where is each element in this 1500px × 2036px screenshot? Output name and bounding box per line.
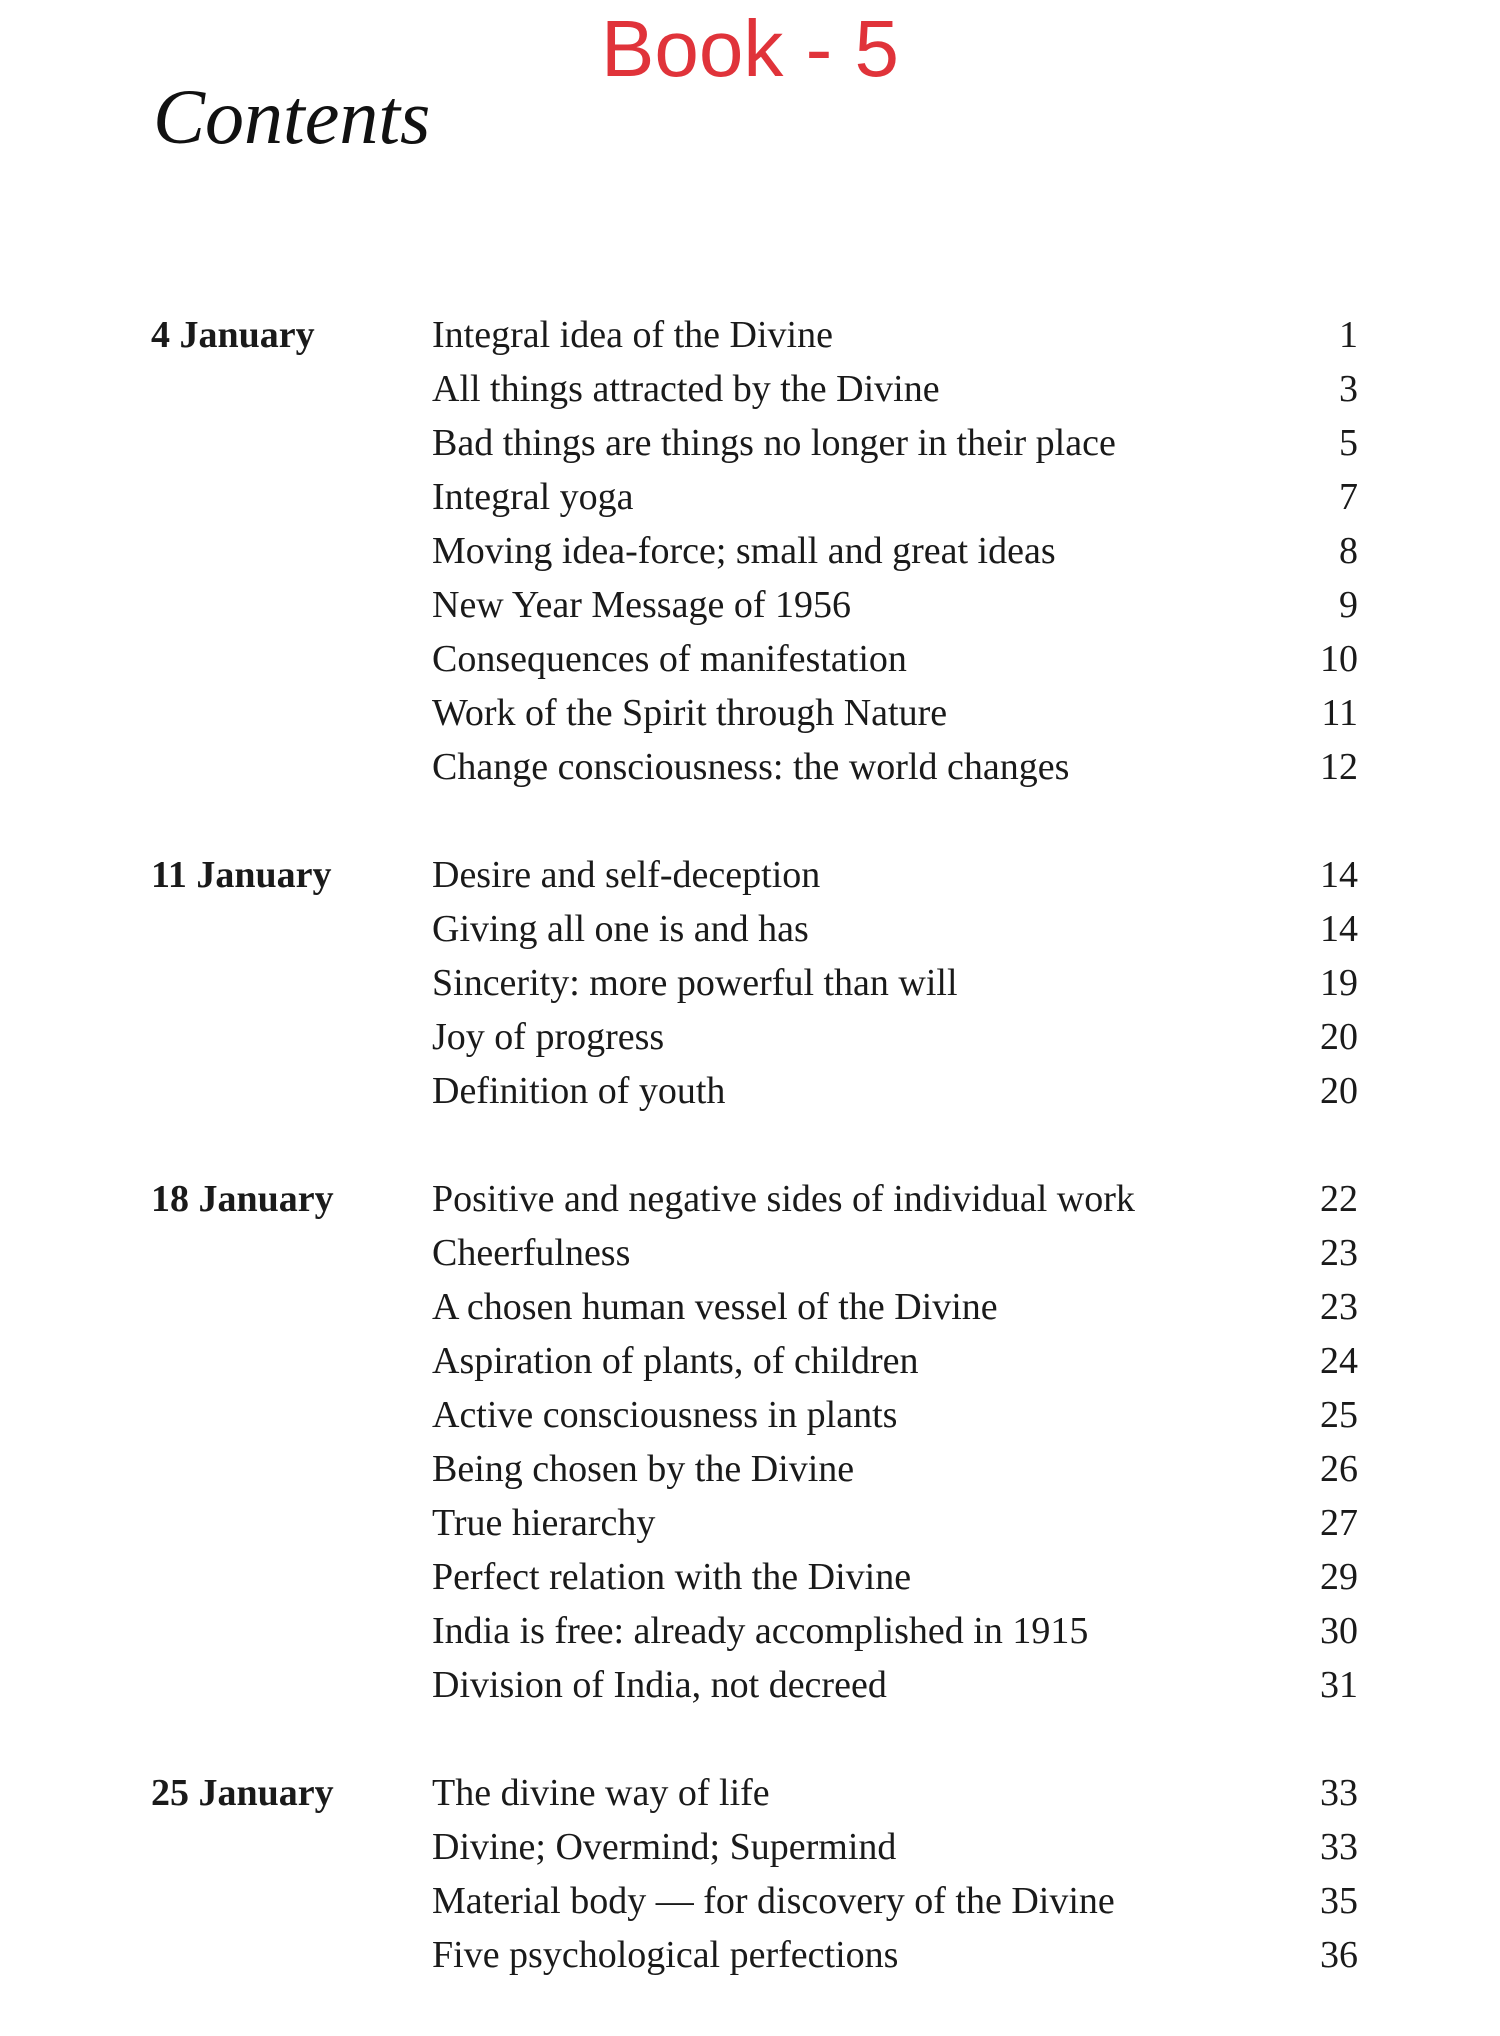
toc-entry: Being chosen by the Divine 26 bbox=[0, 1442, 1500, 1496]
entry-title: The divine way of life bbox=[432, 1772, 770, 1814]
section-date: 11 January bbox=[151, 854, 332, 896]
entry-page-number: 35 bbox=[1320, 1880, 1358, 1922]
entry-page-number: 29 bbox=[1320, 1556, 1358, 1598]
book-label: Book - 5 bbox=[601, 4, 899, 93]
entry-page-number: 14 bbox=[1320, 854, 1358, 896]
entry-page-number: 33 bbox=[1320, 1772, 1358, 1814]
toc-entry: Giving all one is and has 14 bbox=[0, 902, 1500, 956]
entry-title: Active consciousness in plants bbox=[432, 1394, 898, 1436]
toc-entry: Joy of progress 20 bbox=[0, 1010, 1500, 1064]
entry-page-number: 10 bbox=[1320, 638, 1358, 680]
entry-page-number: 24 bbox=[1320, 1340, 1358, 1382]
toc-entry: Sincerity: more powerful than will 19 bbox=[0, 956, 1500, 1010]
entry-page-number: 5 bbox=[1339, 422, 1358, 464]
section-date: 25 January bbox=[151, 1772, 334, 1814]
entry-page-number: 27 bbox=[1320, 1502, 1358, 1544]
entry-title: Integral idea of the Divine bbox=[432, 314, 833, 356]
entry-page-number: 33 bbox=[1320, 1826, 1358, 1868]
toc-entry: True hierarchy 27 bbox=[0, 1496, 1500, 1550]
toc-entry: The divine way of life 33 bbox=[0, 1766, 1500, 1820]
entry-page-number: 20 bbox=[1320, 1016, 1358, 1058]
toc-entry: A chosen human vessel of the Divine 23 bbox=[0, 1280, 1500, 1334]
section-date: 4 January bbox=[151, 314, 315, 356]
entry-page-number: 23 bbox=[1320, 1286, 1358, 1328]
entry-page-number: 26 bbox=[1320, 1448, 1358, 1490]
entry-title: Definition of youth bbox=[432, 1070, 726, 1112]
entry-title: Desire and self-deception bbox=[432, 854, 821, 896]
entry-page-number: 14 bbox=[1320, 908, 1358, 950]
entry-title: Material body — for discovery of the Div… bbox=[432, 1880, 1115, 1922]
entry-page-number: 1 bbox=[1339, 314, 1358, 356]
toc-entry: Five psychological perfections 36 bbox=[0, 1928, 1500, 1982]
page-title: Contents bbox=[153, 73, 431, 160]
toc-section: 4 January Integral idea of the Divine 1 All… bbox=[0, 308, 1500, 794]
entry-page-number: 22 bbox=[1320, 1178, 1358, 1220]
toc-entry: Moving idea-force; small and great ideas… bbox=[0, 524, 1500, 578]
toc-entry: Division of India, not decreed 31 bbox=[0, 1658, 1500, 1712]
toc-entry: Integral idea of the Divine 1 bbox=[0, 308, 1500, 362]
toc-entry: Desire and self-deception 14 bbox=[0, 848, 1500, 902]
entry-page-number: 36 bbox=[1320, 1934, 1358, 1976]
toc-entry: All things attracted by the Divine 3 bbox=[0, 362, 1500, 416]
entry-page-number: 8 bbox=[1339, 530, 1358, 572]
entry-title: Positive and negative sides of individua… bbox=[432, 1178, 1135, 1220]
toc-entry: Integral yoga 7 bbox=[0, 470, 1500, 524]
entry-title: True hierarchy bbox=[432, 1502, 656, 1544]
entry-title: Division of India, not decreed bbox=[432, 1664, 887, 1706]
entry-title: New Year Message of 1956 bbox=[432, 584, 851, 626]
entry-title: A chosen human vessel of the Divine bbox=[432, 1286, 998, 1328]
entry-title: Giving all one is and has bbox=[432, 908, 809, 950]
entry-title: Joy of progress bbox=[432, 1016, 665, 1058]
toc-section: 25 January The divine way of life 33 Divine… bbox=[0, 1766, 1500, 1982]
entry-page-number: 20 bbox=[1320, 1070, 1358, 1112]
entry-title: Divine; Overmind; Supermind bbox=[432, 1826, 897, 1868]
entry-title: Moving idea-force; small and great ideas bbox=[432, 530, 1056, 572]
entry-page-number: 12 bbox=[1320, 746, 1358, 788]
entry-page-number: 7 bbox=[1339, 476, 1358, 518]
toc-entry: Aspiration of plants, of children 24 bbox=[0, 1334, 1500, 1388]
toc-entry: Perfect relation with the Divine 29 bbox=[0, 1550, 1500, 1604]
toc-entry: Positive and negative sides of individua… bbox=[0, 1172, 1500, 1226]
section-date: 18 January bbox=[151, 1178, 334, 1220]
toc-entry: Divine; Overmind; Supermind 33 bbox=[0, 1820, 1500, 1874]
entry-title: Aspiration of plants, of children bbox=[432, 1340, 919, 1382]
entry-page-number: 23 bbox=[1320, 1232, 1358, 1274]
toc-entry: Change consciousness: the world changes 1… bbox=[0, 740, 1500, 794]
entry-title: Being chosen by the Divine bbox=[432, 1448, 855, 1490]
entry-title: Consequences of manifestation bbox=[432, 638, 907, 680]
toc-entry: Active consciousness in plants 25 bbox=[0, 1388, 1500, 1442]
entry-page-number: 11 bbox=[1321, 692, 1358, 734]
entry-title: Five psychological perfections bbox=[432, 1934, 899, 1976]
toc-entry: Cheerfulness 23 bbox=[0, 1226, 1500, 1280]
entry-page-number: 3 bbox=[1339, 368, 1358, 410]
entry-page-number: 9 bbox=[1339, 584, 1358, 626]
entry-title: Bad things are things no longer in their… bbox=[432, 422, 1116, 464]
toc-entry: Bad things are things no longer in their… bbox=[0, 416, 1500, 470]
toc-section: 18 January Positive and negative sides of… bbox=[0, 1172, 1500, 1712]
entry-title: Integral yoga bbox=[432, 476, 634, 518]
entry-page-number: 25 bbox=[1320, 1394, 1358, 1436]
entry-page-number: 19 bbox=[1320, 962, 1358, 1004]
entry-title: Sincerity: more powerful than will bbox=[432, 962, 958, 1004]
toc-entry: New Year Message of 1956 9 bbox=[0, 578, 1500, 632]
toc-entry: Definition of youth 20 bbox=[0, 1064, 1500, 1118]
entry-title: Cheerfulness bbox=[432, 1232, 631, 1274]
toc-section: 11 January Desire and self-deception 14 Giv… bbox=[0, 848, 1500, 1118]
entry-title: India is free: already accomplished in 1… bbox=[432, 1610, 1089, 1652]
entry-title: Change consciousness: the world changes bbox=[432, 746, 1070, 788]
toc-entry: India is free: already accomplished in 1… bbox=[0, 1604, 1500, 1658]
table-of-contents: 4 January Integral idea of the Divine 1 All… bbox=[0, 308, 1500, 2036]
entry-page-number: 30 bbox=[1320, 1610, 1358, 1652]
toc-entry: Material body — for discovery of the Div… bbox=[0, 1874, 1500, 1928]
entry-title: Work of the Spirit through Nature bbox=[432, 692, 948, 734]
entry-title: Perfect relation with the Divine bbox=[432, 1556, 912, 1598]
toc-entry: Consequences of manifestation 10 bbox=[0, 632, 1500, 686]
entry-page-number: 31 bbox=[1320, 1664, 1358, 1706]
toc-entry: Work of the Spirit through Nature 11 bbox=[0, 686, 1500, 740]
entry-title: All things attracted by the Divine bbox=[432, 368, 940, 410]
